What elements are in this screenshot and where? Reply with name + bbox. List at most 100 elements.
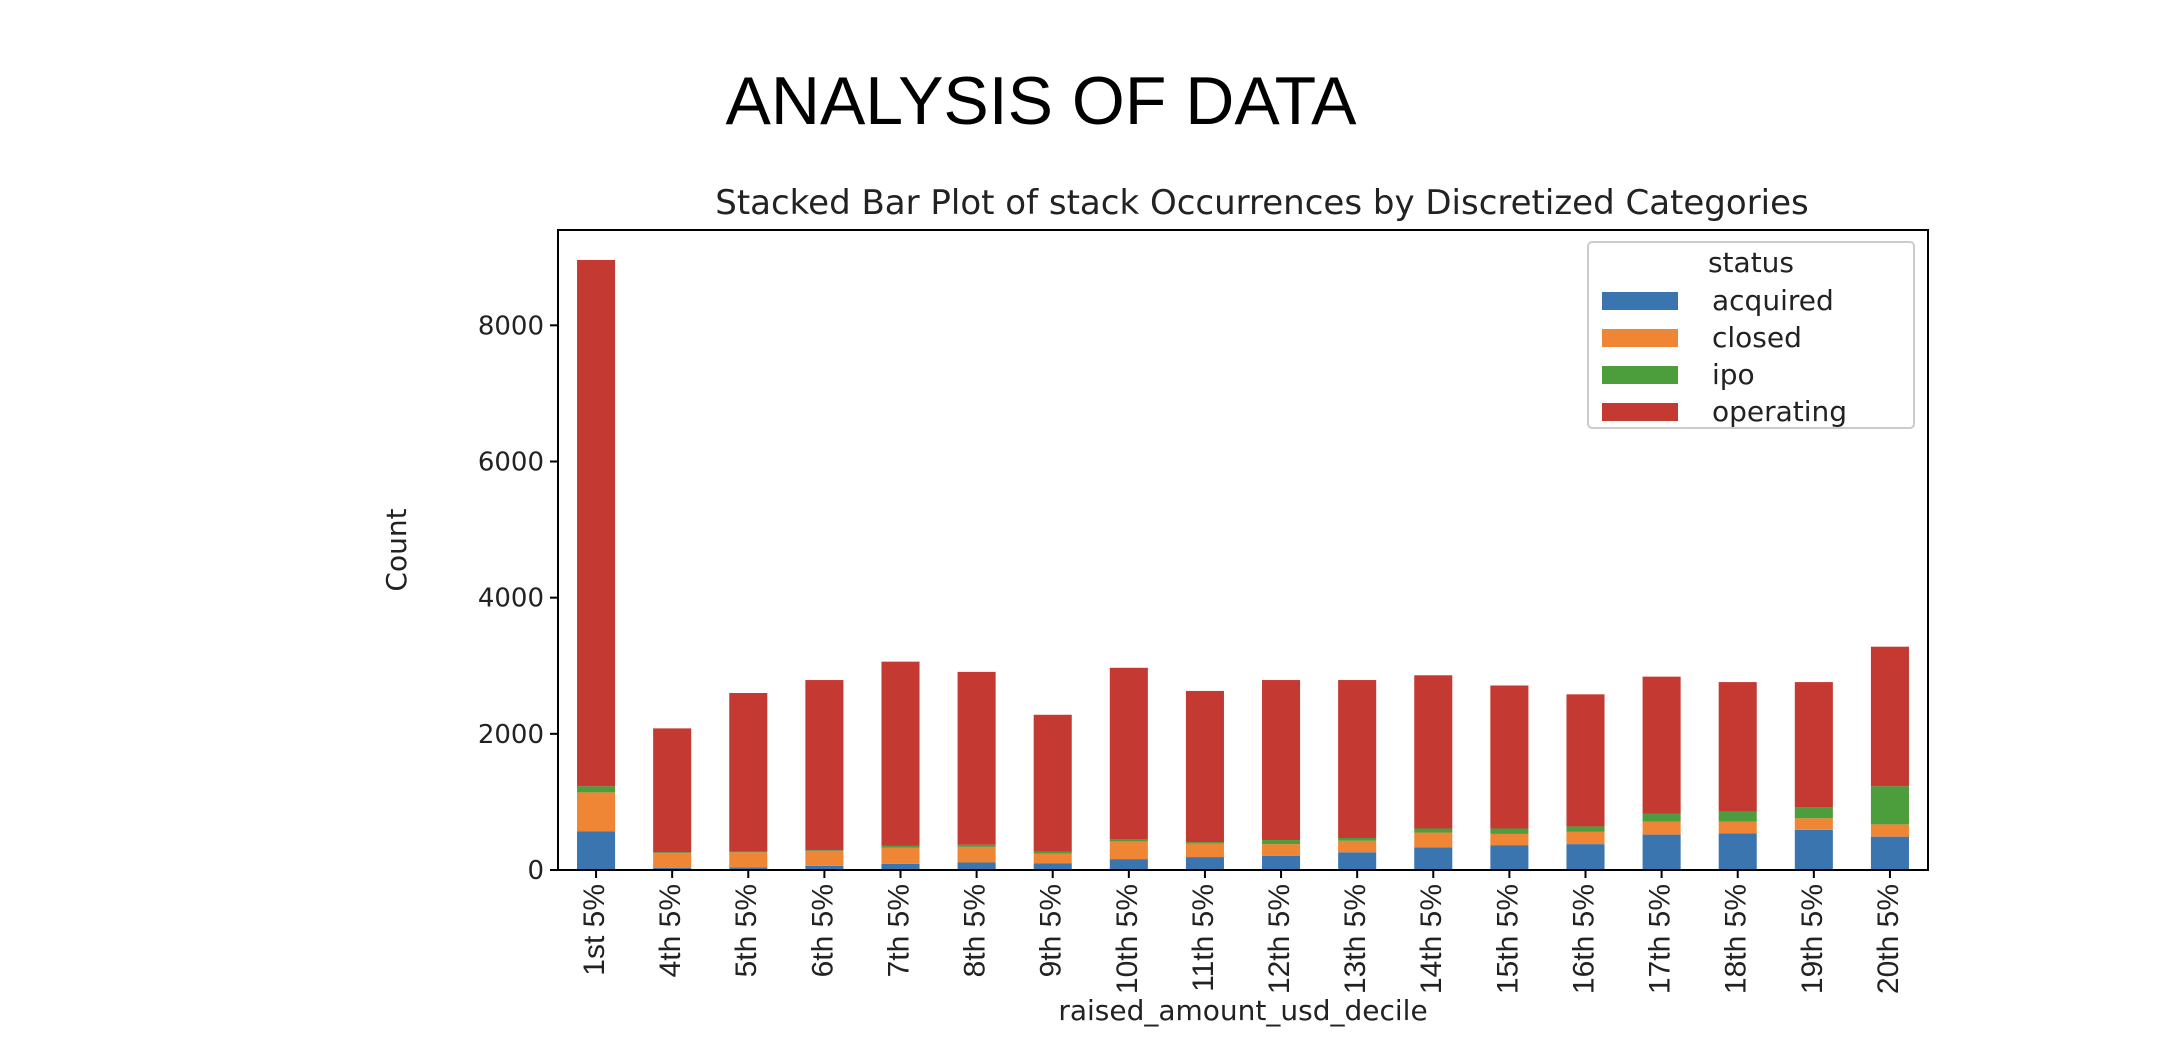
- page-title: ANALYSIS OF DATA: [725, 63, 1357, 139]
- y-tick-label: 8000: [478, 311, 544, 341]
- bar-closed-15th-5: [1490, 833, 1529, 846]
- bar-ipo-4th-5: [653, 852, 692, 853]
- bar-operating-10th-5: [1109, 667, 1148, 840]
- bar-closed-12th-5: [1262, 844, 1301, 856]
- x-tick-label: 20th 5%: [1872, 884, 1905, 994]
- x-tick-label: 18th 5%: [1720, 884, 1753, 994]
- x-tick-label: 1st 5%: [578, 884, 611, 976]
- bars-group: [577, 259, 1909, 870]
- bar-acquired-15th-5: [1490, 845, 1529, 870]
- bar-closed-11th-5: [1185, 843, 1224, 858]
- x-tick-label: 7th 5%: [882, 884, 915, 977]
- bar-acquired-19th-5: [1794, 829, 1833, 870]
- bar-operating-14th-5: [1414, 675, 1453, 829]
- bar-acquired-4th-5: [653, 867, 692, 870]
- legend-items: acquired closed ipo operating: [1602, 284, 1847, 428]
- x-tick-label: 15th 5%: [1491, 884, 1524, 994]
- x-tick-label: 17th 5%: [1644, 884, 1677, 994]
- bar-ipo-7th-5: [881, 845, 920, 848]
- bar-acquired-11th-5: [1185, 857, 1224, 870]
- bar-ipo-13th-5: [1338, 838, 1377, 841]
- chart-title: Stacked Bar Plot of stack Occurrences by…: [715, 183, 1809, 223]
- y-axis-label: Count: [380, 508, 413, 591]
- y-tick-label: 2000: [478, 720, 544, 750]
- y-tick-label: 0: [527, 856, 544, 886]
- bar-ipo-6th-5: [805, 850, 844, 851]
- bar-ipo-8th-5: [957, 844, 996, 847]
- x-tick-label: 10th 5%: [1111, 884, 1144, 994]
- bar-closed-1st-5: [577, 792, 616, 832]
- x-tick-label: 12th 5%: [1263, 884, 1296, 994]
- legend-swatch-ipo: [1602, 366, 1678, 384]
- legend-swatch-operating: [1602, 403, 1678, 421]
- bar-ipo-11th-5: [1185, 842, 1224, 844]
- bar-ipo-18th-5: [1718, 811, 1757, 822]
- bar-closed-13th-5: [1338, 840, 1377, 853]
- x-axis-label: raised_amount_usd_decile: [1058, 994, 1427, 1027]
- legend: status acquired closed ipo operating: [1587, 241, 1915, 429]
- legend-label-ipo: ipo: [1712, 358, 1755, 391]
- bar-operating-9th-5: [1033, 714, 1072, 852]
- bar-ipo-12th-5: [1262, 840, 1301, 845]
- bar-operating-20th-5: [1870, 646, 1909, 787]
- bar-acquired-1st-5: [577, 831, 616, 870]
- x-tick-label: 13th 5%: [1339, 884, 1372, 994]
- bar-operating-19th-5: [1794, 682, 1833, 808]
- bar-acquired-20th-5: [1870, 836, 1909, 870]
- legend-label-operating: operating: [1712, 395, 1847, 428]
- bar-closed-19th-5: [1794, 818, 1833, 830]
- bar-closed-14th-5: [1414, 832, 1453, 848]
- bar-acquired-8th-5: [957, 862, 996, 870]
- bar-ipo-19th-5: [1794, 807, 1833, 819]
- bar-acquired-12th-5: [1262, 855, 1301, 870]
- bar-operating-17th-5: [1642, 676, 1681, 814]
- bar-closed-9th-5: [1033, 853, 1072, 864]
- bar-operating-18th-5: [1718, 682, 1757, 812]
- bar-ipo-1st-5: [577, 786, 616, 793]
- bar-operating-11th-5: [1185, 690, 1224, 843]
- bar-acquired-18th-5: [1718, 833, 1757, 870]
- bar-ipo-9th-5: [1033, 851, 1072, 854]
- bar-ipo-10th-5: [1109, 839, 1148, 842]
- bar-operating-13th-5: [1338, 680, 1377, 838]
- bar-operating-4th-5: [653, 728, 692, 853]
- bar-ipo-15th-5: [1490, 828, 1529, 834]
- x-tick-label: 8th 5%: [959, 884, 992, 977]
- bar-acquired-6th-5: [805, 865, 844, 870]
- bar-closed-8th-5: [957, 846, 996, 863]
- x-tick-label: 6th 5%: [806, 884, 839, 977]
- bar-acquired-5th-5: [729, 867, 768, 870]
- bar-operating-1st-5: [577, 259, 616, 787]
- bar-operating-7th-5: [881, 661, 920, 846]
- bar-operating-12th-5: [1262, 680, 1301, 841]
- bar-acquired-7th-5: [881, 863, 920, 870]
- bar-closed-18th-5: [1718, 821, 1757, 834]
- bar-ipo-5th-5: [729, 851, 768, 853]
- bar-closed-17th-5: [1642, 821, 1681, 835]
- legend-swatch-closed: [1602, 329, 1678, 347]
- bar-ipo-14th-5: [1414, 828, 1453, 833]
- legend-label-closed: closed: [1712, 321, 1802, 354]
- x-tick-label: 14th 5%: [1415, 884, 1448, 994]
- bar-closed-5th-5: [729, 852, 768, 868]
- bar-closed-20th-5: [1870, 824, 1909, 837]
- x-tick-label: 16th 5%: [1567, 884, 1600, 994]
- bar-acquired-17th-5: [1642, 834, 1681, 870]
- bar-closed-7th-5: [881, 847, 920, 864]
- bar-acquired-13th-5: [1338, 852, 1377, 870]
- x-tick-label: 19th 5%: [1796, 884, 1829, 994]
- bar-operating-6th-5: [805, 680, 844, 851]
- bar-operating-16th-5: [1566, 694, 1605, 827]
- x-tick-label: 5th 5%: [730, 884, 763, 977]
- y-axis: 0 2000 4000 6000 8000: [478, 311, 558, 886]
- bar-closed-10th-5: [1109, 841, 1148, 860]
- x-axis: 1st 5% 4th 5% 5th 5% 6th 5% 7th 5% 8th 5% 9th …: [578, 870, 1905, 994]
- legend-title: status: [1708, 246, 1794, 279]
- bar-closed-4th-5: [653, 852, 692, 868]
- bar-ipo-16th-5: [1566, 826, 1605, 832]
- bar-acquired-10th-5: [1109, 859, 1148, 870]
- bar-operating-15th-5: [1490, 685, 1529, 829]
- y-tick-label: 6000: [478, 447, 544, 477]
